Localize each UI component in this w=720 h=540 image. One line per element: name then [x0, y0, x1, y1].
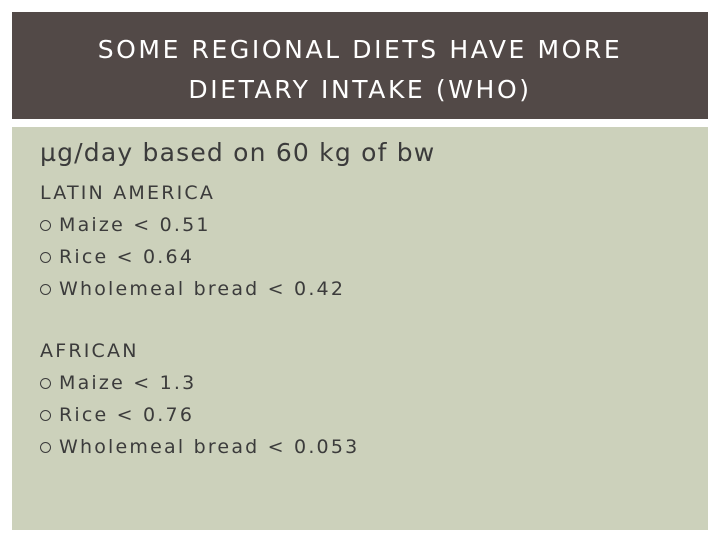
title-bar: SOME REGIONAL DIETS HAVE MORE DIETARY IN…	[12, 12, 708, 119]
slide-title-line-1: SOME REGIONAL DIETS HAVE MORE	[97, 34, 623, 64]
hollow-circle-bullet-icon	[40, 409, 51, 421]
list-item: Wholemeal bread < 0.42	[40, 273, 345, 305]
list-item-text: Maize < 0.51	[59, 214, 211, 236]
hollow-circle-bullet-icon	[40, 377, 51, 389]
list-item-text: Rice < 0.76	[59, 404, 195, 426]
slide-subtitle: µg/day based on 60 kg of bw	[40, 138, 436, 167]
list-item: Rice < 0.64	[40, 241, 345, 273]
section-latin-america: LATIN AMERICA Maize < 0.51 Rice < 0.64 W…	[40, 177, 345, 305]
list-item-text: Wholemeal bread < 0.42	[59, 278, 346, 300]
content-panel	[12, 127, 708, 530]
list-item-text: Maize < 1.3	[59, 372, 197, 394]
list-item: Wholemeal bread < 0.053	[40, 431, 359, 463]
list-item-text: Wholemeal bread < 0.053	[59, 436, 360, 458]
section-african: AFRICAN Maize < 1.3 Rice < 0.76 Wholemea…	[40, 335, 359, 463]
hollow-circle-bullet-icon	[40, 251, 51, 263]
list-item: Maize < 1.3	[40, 367, 359, 399]
section-heading: AFRICAN	[40, 340, 139, 362]
hollow-circle-bullet-icon	[40, 441, 51, 453]
hollow-circle-bullet-icon	[40, 283, 51, 295]
list-item: Rice < 0.76	[40, 399, 359, 431]
slide-title: SOME REGIONAL DIETS HAVE MORE DIETARY IN…	[98, 30, 623, 110]
hollow-circle-bullet-icon	[40, 219, 51, 231]
list-item: Maize < 0.51	[40, 209, 345, 241]
list-item-text: Rice < 0.64	[59, 246, 195, 268]
section-heading: LATIN AMERICA	[40, 182, 216, 204]
slide-title-line-2: DIETARY INTAKE (WHO)	[188, 74, 532, 104]
